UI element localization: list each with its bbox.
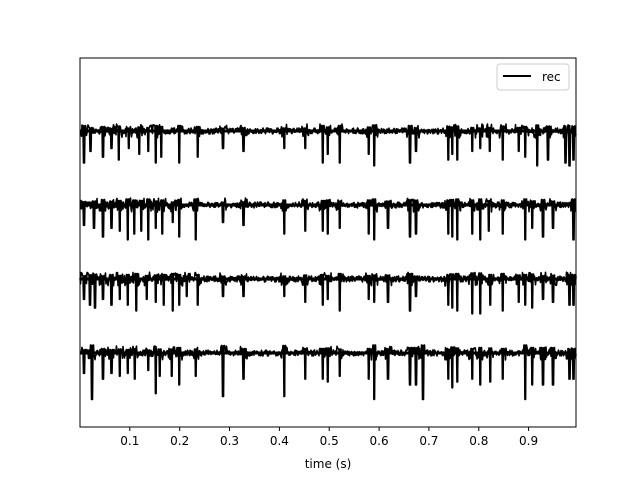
x-tick-label: 0.6	[370, 434, 389, 448]
x-tick-label: 0.2	[170, 434, 189, 448]
x-tick-label: 0.1	[120, 434, 139, 448]
x-axis-label: time (s)	[305, 457, 352, 471]
legend-box	[496, 63, 570, 91]
x-tick-label: 0.3	[220, 434, 239, 448]
trace-group	[79, 123, 577, 401]
x-axis-ticks: 0.1 0.2 0.3 0.4 0.5 0.6 0.7 0.8 0.9	[120, 427, 538, 448]
x-tick-label: 0.5	[320, 434, 339, 448]
plot-frame	[79, 57, 577, 428]
legend-label: rec	[542, 70, 561, 84]
x-tick-label: 0.9	[519, 434, 538, 448]
x-tick-label: 0.7	[419, 434, 438, 448]
x-tick-label: 0.8	[469, 434, 488, 448]
legend: rec	[496, 63, 570, 91]
x-tick-label: 0.4	[270, 434, 289, 448]
